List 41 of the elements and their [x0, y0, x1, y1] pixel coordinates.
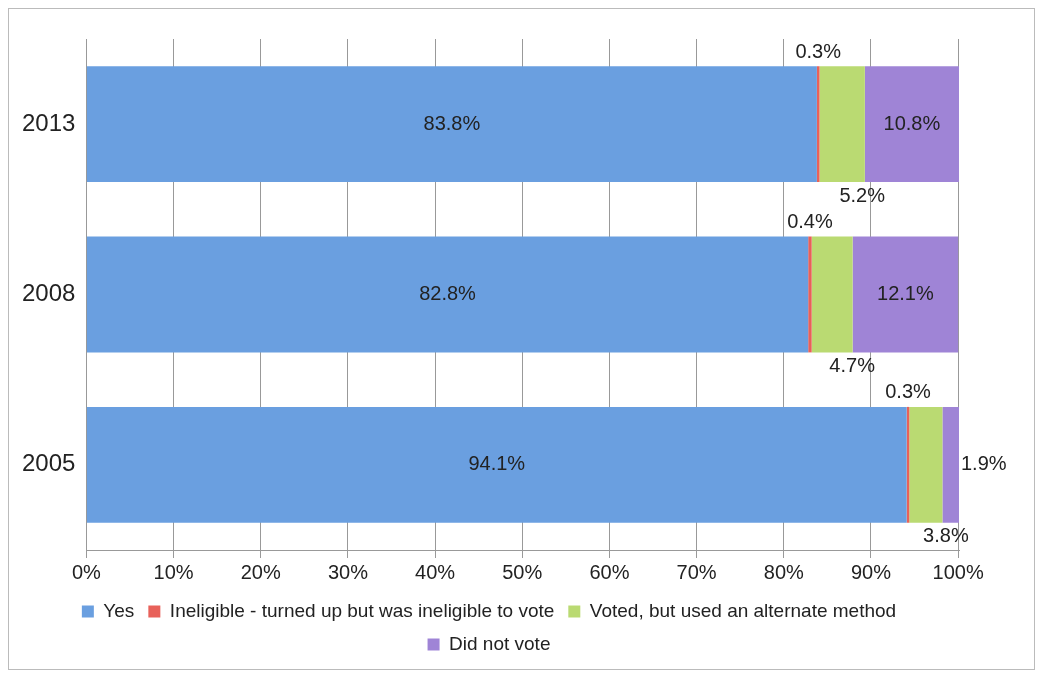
- data-label: 82.8%: [419, 282, 477, 305]
- x-tick-label: 10%: [153, 560, 194, 583]
- bar: [811, 236, 853, 353]
- bar: [819, 66, 865, 183]
- bar: [816, 66, 820, 183]
- bar: [808, 236, 812, 353]
- bar: [86, 406, 907, 523]
- data-label: 5.2%: [839, 183, 886, 206]
- bar: [942, 406, 959, 523]
- data-label: 3.8%: [923, 524, 969, 547]
- y-tick-label: 2013: [22, 108, 76, 136]
- bar: [909, 406, 943, 523]
- data-label: 94.1%: [468, 452, 526, 475]
- x-tick-label: 40%: [415, 560, 456, 583]
- data-label: 4.7%: [829, 353, 876, 376]
- x-tick-label: 80%: [763, 560, 805, 583]
- x-tick-label: 50%: [502, 560, 543, 583]
- data-label: 0.4%: [787, 210, 833, 233]
- bar: [86, 66, 817, 183]
- x-tick-label: 90%: [850, 560, 892, 583]
- legend-label: Did not vote: [449, 632, 551, 654]
- legend-label: Voted, but used an alternate method: [589, 599, 897, 621]
- data-label: 0.3%: [885, 380, 932, 403]
- legend-label: Yes: [103, 599, 135, 621]
- y-tick-label: 2008: [22, 279, 76, 307]
- bar: [852, 236, 959, 353]
- data-label: 10.8%: [883, 111, 941, 134]
- x-tick-label: 100%: [932, 560, 984, 583]
- legend-label: Ineligible - turned up but was ineligible to vote: [169, 599, 555, 621]
- y-tick-label: 2005: [22, 449, 76, 477]
- x-tick-label: 0%: [71, 560, 102, 583]
- x-tick-label: 30%: [327, 560, 369, 583]
- x-tick-label: 60%: [589, 560, 630, 583]
- data-label: 1.9%: [961, 452, 1007, 475]
- x-tick-label: 70%: [676, 560, 717, 583]
- data-label: 0.3%: [795, 39, 842, 62]
- data-label: 83.8%: [423, 111, 481, 134]
- x-tick-label: 20%: [240, 560, 281, 583]
- bar: [864, 66, 959, 183]
- data-label: 12.1%: [877, 282, 934, 305]
- bar: [86, 236, 809, 353]
